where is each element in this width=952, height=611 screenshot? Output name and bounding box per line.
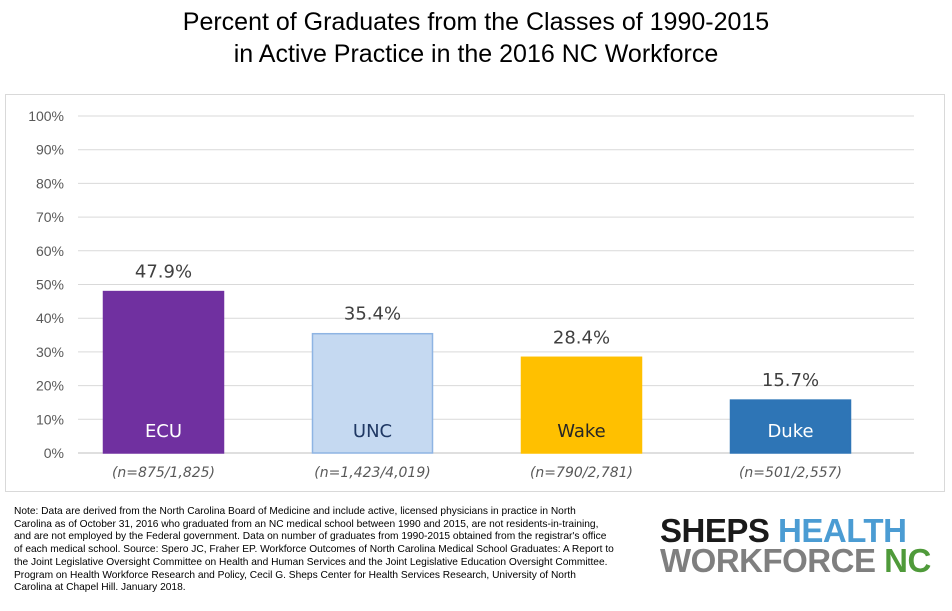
- source-note: Note: Data are derived from the North Ca…: [14, 506, 614, 594]
- y-tick-label: 90%: [36, 142, 64, 158]
- data-label: 28.4%: [553, 327, 610, 348]
- sheps-health-workforce-nc-logo: SHEPS HEALTH WORKFORCE NC: [660, 514, 938, 582]
- chart-title-line-2: in Active Practice in the 2016 NC Workfo…: [233, 40, 719, 68]
- y-tick-label: 40%: [36, 310, 64, 326]
- logo-word-health: HEALTH: [778, 512, 907, 549]
- y-tick-label: 20%: [36, 378, 64, 394]
- bar-category-label: Duke: [767, 421, 813, 442]
- logo-line-1: SHEPS HEALTH: [660, 514, 938, 547]
- data-label: 15.7%: [762, 370, 819, 391]
- bar: [729, 399, 852, 454]
- bar: [102, 290, 225, 454]
- x-tick-label: (n=790/2,781): [530, 465, 633, 481]
- chart-title: Percent of Graduates from the Classes of…: [0, 6, 952, 70]
- y-tick-label: 0%: [44, 445, 64, 461]
- bar: [520, 356, 643, 454]
- logo-line-2: WORKFORCE NC: [660, 544, 938, 577]
- bar-category-label: ECU: [145, 421, 182, 442]
- y-tick-label: 70%: [36, 209, 64, 225]
- x-tick-label: (n=1,423/4,019): [314, 465, 430, 481]
- y-tick-label: 10%: [36, 411, 64, 427]
- logo-word-workforce: WORKFORCE: [660, 542, 876, 579]
- logo-word-sheps: SHEPS: [660, 512, 770, 549]
- bar-category-label: Wake: [557, 421, 606, 442]
- x-tick-label: (n=875/1,825): [112, 465, 215, 481]
- y-tick-label: 30%: [36, 344, 64, 360]
- logo-word-nc: NC: [884, 542, 931, 579]
- data-label: 35.4%: [344, 304, 401, 325]
- y-tick-label: 80%: [36, 175, 64, 191]
- bar-category-label: UNC: [353, 421, 392, 442]
- bar-chart: 0% 10% 20% 30% 40% 50% 60% 70% 80% 90% 100% 47.9% EC…: [28, 108, 914, 481]
- x-tick-label: (n=501/2,557): [739, 465, 842, 481]
- chart-title-line-1: Percent of Graduates from the Classes of…: [182, 8, 770, 36]
- data-label: 47.9%: [135, 262, 192, 283]
- bar: [311, 332, 434, 454]
- y-tick-label: 60%: [36, 243, 64, 259]
- y-tick-label: 50%: [36, 277, 64, 293]
- y-tick-label: 100%: [28, 108, 64, 124]
